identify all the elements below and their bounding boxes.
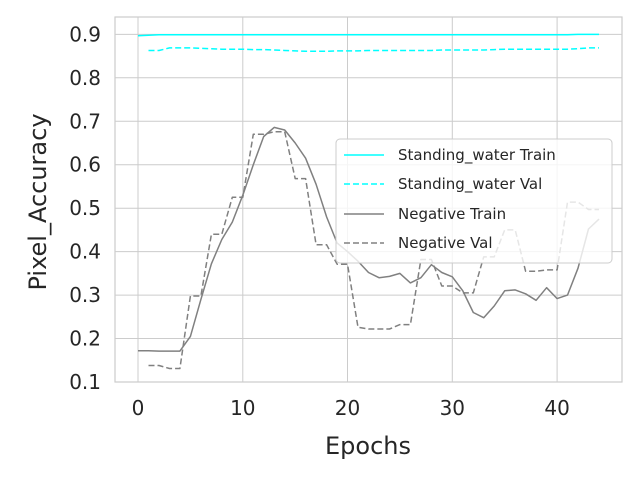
legend-label-standing-water-train: Standing_water Train [398, 146, 556, 165]
y-tick-label: 0.6 [69, 153, 101, 177]
y-tick-label: 0.9 [69, 22, 101, 46]
y-tick-label: 0.8 [69, 66, 101, 90]
x-tick-label: 10 [230, 396, 255, 420]
x-tick-label: 30 [440, 396, 465, 420]
legend-label-negative-train: Negative Train [398, 205, 506, 223]
x-tick-label: 0 [132, 396, 145, 420]
series-line-negative-val [148, 130, 599, 370]
y-tick-label: 0.7 [69, 109, 101, 133]
series-line-standing-water-train [137, 33, 599, 37]
legend-frame [335, 138, 613, 264]
y-tick-label: 0.5 [69, 196, 101, 220]
y-axis-label: Pixel_Accuracy [24, 113, 52, 290]
y-tick-label: 0.1 [69, 370, 101, 394]
series-lines [137, 33, 600, 370]
tick-labels: 0 10 20 30 40 0.1 0.2 0.3 0.4 0.5 0.6 0.7 0.8 0.9 [69, 22, 570, 420]
legend-label-standing-water-val: Standing_water Val [398, 175, 542, 194]
x-axis-label: Epochs [325, 432, 411, 460]
x-tick-label: 40 [544, 396, 569, 420]
y-tick-label: 0.2 [69, 327, 101, 351]
series-line-standing-water-val [148, 47, 599, 53]
y-tick-label: 0.3 [69, 283, 101, 307]
series-line-negative-train [138, 126, 600, 352]
x-tick-label: 20 [335, 396, 360, 420]
legend-label-negative-val: Negative Val [398, 234, 493, 252]
y-tick-label: 0.4 [69, 240, 101, 264]
legend: Standing_water Train Standing_water Val … [335, 138, 613, 264]
